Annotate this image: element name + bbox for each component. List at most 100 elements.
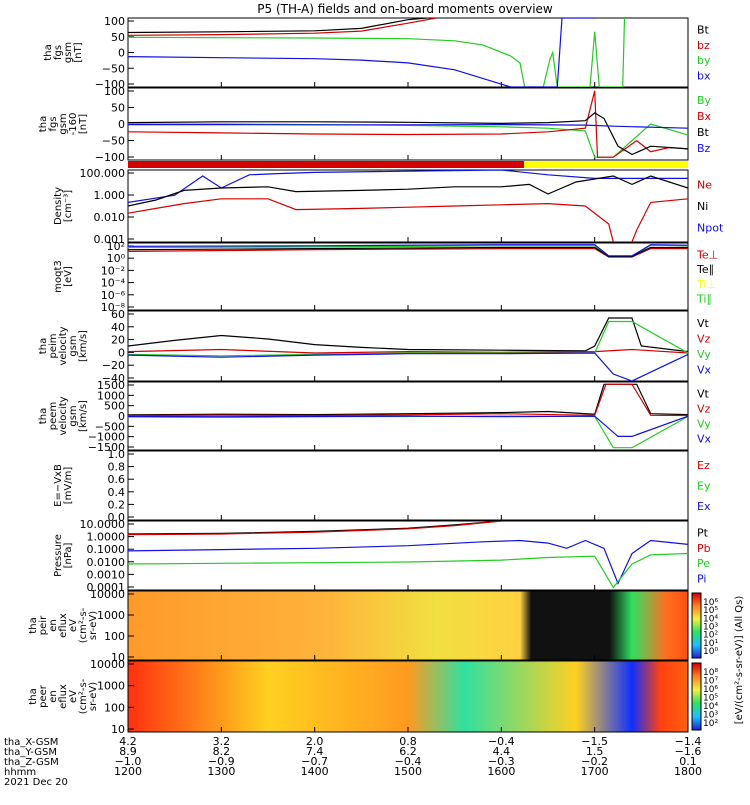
- x-axis-row-label: hhmm: [4, 767, 36, 778]
- y-axis-label-line: [nT]: [78, 114, 89, 134]
- x-axis-tick-label: 8.9: [119, 745, 137, 758]
- panel-frame: [127, 520, 689, 591]
- y-tick-label: 10²: [107, 240, 125, 253]
- legend-entry: Ti∥: [696, 293, 712, 306]
- legend-entry: Pb: [697, 542, 711, 555]
- x-axis-tick-label: 2.0: [306, 735, 324, 748]
- y-tick-label: 40: [111, 321, 125, 334]
- y-axis-label-line: gsm: [68, 405, 79, 426]
- y-axis-label-line: peir: [38, 615, 49, 635]
- x-axis-tick-label: −1.6: [675, 745, 702, 758]
- x-axis-tick-label: 1600: [487, 765, 515, 778]
- y-axis-label-line: en: [48, 690, 59, 703]
- y-tick-label: 10: [111, 651, 125, 664]
- y-tick-label: 1500: [97, 379, 125, 392]
- legend-entry: Ex: [697, 500, 711, 513]
- series-line-Vy: [128, 415, 688, 449]
- colorbar-tick-label: 10⁸: [703, 668, 718, 678]
- x-axis-tick-label: 1400: [301, 765, 329, 778]
- series-line-Ti⊥: [128, 244, 688, 257]
- y-tick-label: 0: [118, 118, 125, 131]
- x-axis-tick-label: 0.8: [399, 735, 417, 748]
- y-tick-label: 10⁻²: [101, 264, 125, 277]
- y-axis-label-line: tha: [38, 116, 49, 132]
- series-group: [128, 90, 688, 158]
- series-line-Pi: [128, 539, 688, 586]
- legend-entry: Bt: [697, 24, 710, 37]
- spectrogram-image: [128, 661, 688, 732]
- series-line-Te⊥: [128, 248, 688, 258]
- y-tick-label: 1000: [97, 389, 125, 402]
- x-axis-tick-label: 4.2: [119, 735, 137, 748]
- x-axis-row-label: tha_Y-GSM: [4, 747, 57, 758]
- y-tick-label: −50: [102, 62, 125, 75]
- y-tick-label: 50: [111, 31, 125, 44]
- y-axis-label-line: sr-eV): [88, 682, 99, 711]
- series-group: [128, 170, 688, 242]
- x-axis-tick-label: 1200: [114, 765, 142, 778]
- y-axis-label-line: E=−VxB: [53, 464, 64, 507]
- x-axis-tick-label: 1800: [674, 765, 702, 778]
- x-axis-tick-label: 3.2: [213, 735, 231, 748]
- x-axis-tick-label: 1700: [581, 765, 609, 778]
- legend-entry: Vz: [697, 332, 711, 345]
- x-axis-tick-label: −0.4: [488, 735, 515, 748]
- y-axis-label-line: [cm⁻³]: [63, 190, 74, 222]
- x-axis-tick-label: 1300: [207, 765, 235, 778]
- series-line-By: [128, 123, 688, 158]
- colorbar-tick-label: 10²: [703, 719, 718, 729]
- legend-entry: bx: [697, 69, 711, 82]
- y-tick-label: 0: [118, 346, 125, 359]
- y-axis-label: tha fgs gsm -160 [nT]: [38, 113, 89, 136]
- y-tick-label: 0.0100: [87, 556, 126, 569]
- y-tick-label: 100: [104, 85, 125, 98]
- y-tick-label: 50: [111, 102, 125, 115]
- y-tick-label: 100: [104, 701, 125, 714]
- series-line-Ni: [128, 175, 688, 207]
- series-line-by: [128, 18, 626, 87]
- colorbar-label: [eV/(cm²-s-sr-eV)] (All Qs): [734, 596, 745, 725]
- legend-entry: Vt: [697, 388, 710, 401]
- y-axis-label-line: sr-eV): [88, 611, 99, 640]
- y-tick-label: 500: [104, 400, 125, 413]
- y-tick-label: 1.0000: [87, 531, 126, 544]
- y-axis-label-line: tha: [28, 617, 39, 633]
- series-line-Pe: [128, 552, 688, 589]
- y-axis-label-line: [mV/m]: [63, 467, 74, 505]
- colorbar-tick-label: 10³: [703, 711, 718, 721]
- legend-entry: Bz: [697, 142, 711, 155]
- y-tick-label: 0.001: [94, 233, 126, 246]
- y-tick-label: 10000: [90, 658, 125, 671]
- x-axis-tick-label: 1.5: [586, 745, 604, 758]
- series-line-bz: [128, 18, 437, 36]
- x-axis-tick-label: −0.2: [581, 755, 608, 768]
- series-line-Vt: [128, 383, 688, 416]
- y-tick-label: 0.8: [108, 461, 126, 474]
- x-axis-tick-label: −1.5: [581, 735, 608, 748]
- series-line-Bt: [128, 18, 427, 34]
- series-group: [128, 383, 688, 449]
- legend-entry: Ni: [697, 200, 708, 213]
- series-line-Vx: [128, 352, 688, 381]
- y-axis-label-line: eV: [68, 690, 79, 703]
- y-tick-label: −500: [95, 420, 125, 433]
- y-tick-label: 0: [118, 47, 125, 60]
- y-axis-label-line: en: [48, 619, 59, 632]
- y-tick-label: 0.4: [108, 486, 126, 499]
- y-axis-label: tha peim velocity gsm [km/s]: [38, 326, 89, 365]
- series-line-Bt: [128, 112, 688, 156]
- series-line-Vz: [128, 383, 688, 417]
- series-line-Vz: [128, 348, 688, 354]
- series-group: [128, 18, 626, 87]
- x-axis-tick-label: 1500: [394, 765, 422, 778]
- y-axis-label-line: eflux: [58, 613, 69, 638]
- colorbar-label-text: [eV/(cm²-s-sr-eV)] (All Qs): [734, 596, 745, 725]
- legend-entry: Ti⊥: [696, 278, 716, 291]
- x-axis-row-label: tha_X-GSM: [4, 737, 58, 748]
- colorbar-tick-label: 10⁴: [703, 702, 718, 712]
